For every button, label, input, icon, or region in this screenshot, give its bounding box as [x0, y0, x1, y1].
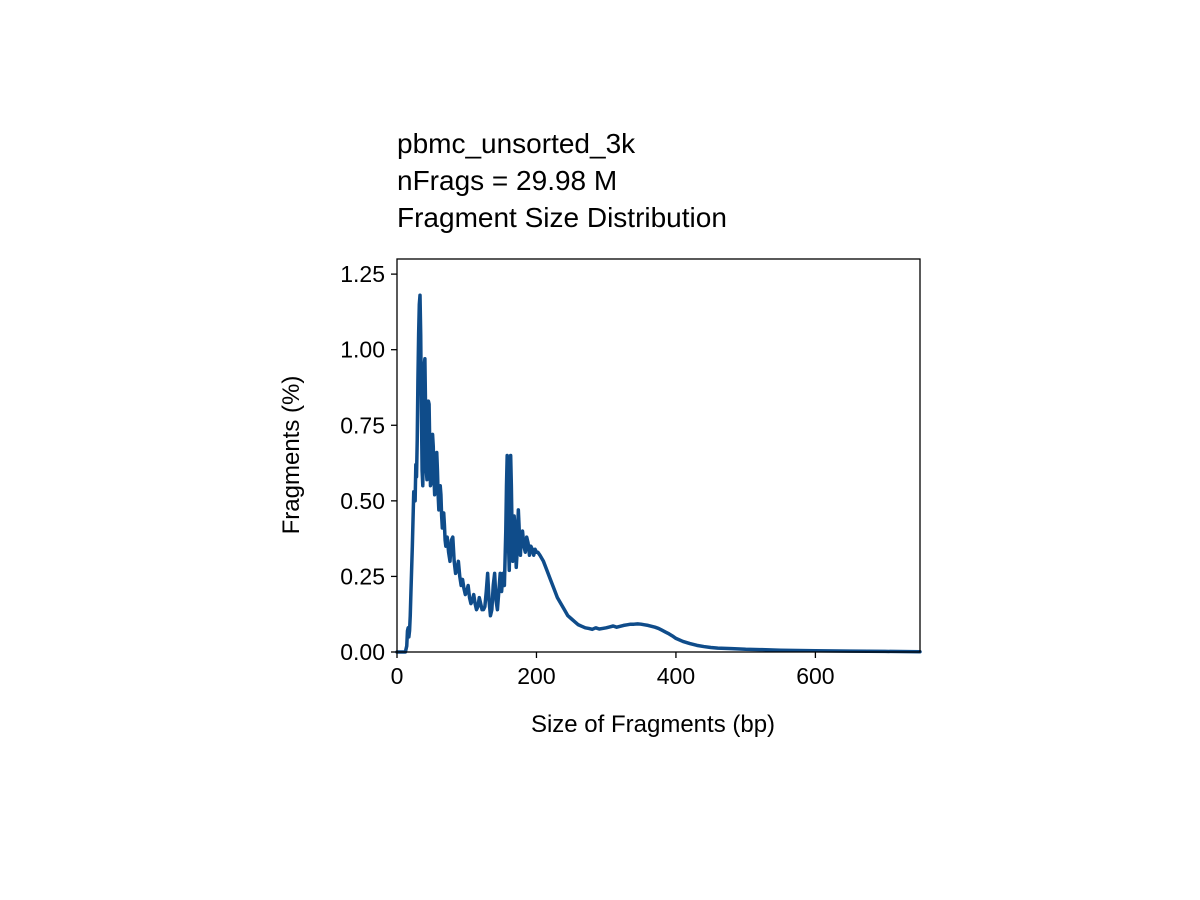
title-line-nfrags: nFrags = 29.98 M [397, 165, 617, 196]
y-axis: 0.00 0.25 0.50 0.75 1.00 1.25 [340, 261, 397, 665]
x-axis: 0 200 400 600 [391, 652, 835, 689]
title-line-description: Fragment Size Distribution [397, 202, 727, 233]
x-tick-label: 400 [657, 663, 695, 689]
y-tick-label: 0.75 [340, 412, 385, 438]
series-line [395, 293, 922, 654]
series-layer [395, 293, 922, 654]
title-line-sample: pbmc_unsorted_3k [397, 128, 636, 159]
x-tick-label: 0 [391, 663, 404, 689]
plot-area [395, 258, 922, 654]
chart-title: pbmc_unsorted_3k nFrags = 29.98 M Fragme… [397, 128, 727, 233]
y-axis-label: Fragments (%) [278, 376, 305, 535]
y-tick-label: 0.00 [340, 639, 385, 665]
y-tick-label: 1.25 [340, 261, 385, 287]
y-tick-label: 1.00 [340, 337, 385, 363]
y-tick-label: 0.50 [340, 488, 385, 514]
x-axis-label: Size of Fragments (bp) [531, 711, 775, 738]
y-tick-label: 0.25 [340, 563, 385, 589]
plot-frame [396, 258, 921, 653]
x-tick-label: 600 [796, 663, 834, 689]
x-tick-label: 200 [517, 663, 555, 689]
